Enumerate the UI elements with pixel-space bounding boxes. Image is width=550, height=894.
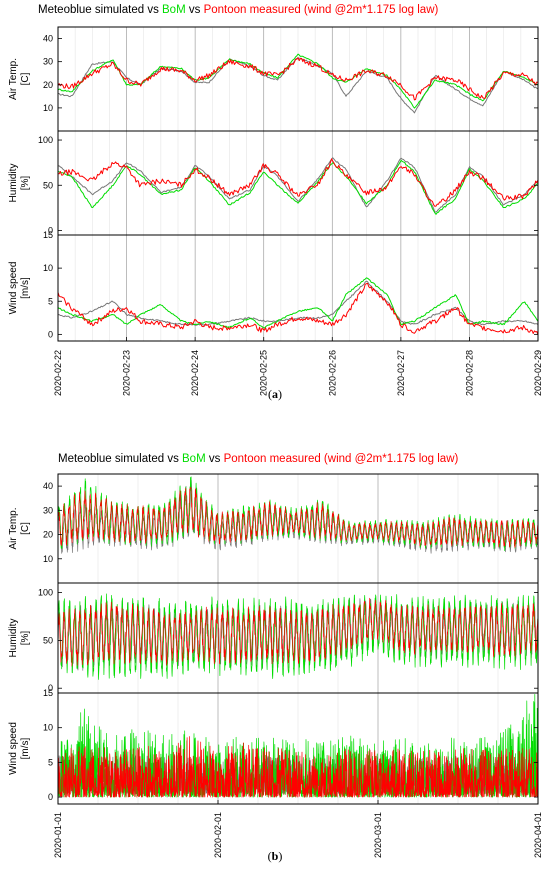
series-line — [57, 57, 539, 101]
panel-2: 0 5 10 15 Wind speed [m/s] — [8, 230, 539, 342]
panel-1: 0 50 100 Humidity [%] — [8, 130, 539, 236]
y-axis-label: [m/s] — [20, 737, 31, 759]
y-tick-label: 10 — [43, 554, 53, 564]
title-part: Meteoblue simulated — [38, 4, 144, 16]
y-tick-label: 40 — [43, 481, 53, 491]
x-tick-label: 2020-02-01 — [213, 812, 223, 858]
caption-letter: a — [272, 387, 278, 401]
series-line — [57, 736, 539, 798]
title-part: vs — [186, 4, 204, 16]
title-part: vs — [144, 4, 162, 16]
series-line — [58, 157, 539, 213]
y-tick-label: 15 — [43, 230, 53, 240]
y-tick-label: 5 — [48, 757, 53, 767]
y-axis-label: [%] — [20, 176, 31, 191]
x-tick-label: 2020-02-22 — [53, 350, 63, 396]
title-part: BoM — [182, 453, 206, 465]
title-part: Meteoblue simulated — [58, 453, 164, 465]
series-line — [57, 277, 539, 329]
y-axis-label: Wind speed — [8, 262, 19, 315]
chart-title: Meteoblue simulated vs BoM vs Pontoon me… — [38, 4, 439, 16]
y-tick-label: 20 — [43, 530, 53, 540]
y-axis-label: [C] — [20, 522, 31, 535]
x-tick-label: 2020-02-24 — [190, 350, 200, 396]
y-axis-label: [%] — [20, 631, 31, 646]
chart-title: Meteoblue simulated vs BoM vs Pontoon me… — [58, 453, 459, 465]
y-tick-label: 50 — [43, 180, 53, 190]
y-tick-label: 50 — [43, 635, 53, 645]
caption-paren: ) — [278, 387, 282, 401]
y-axis-label: [C] — [20, 72, 31, 85]
y-tick-label: 10 — [43, 723, 53, 733]
y-tick-label: 20 — [43, 80, 53, 90]
caption-paren: ( — [268, 387, 272, 401]
caption-paren: ) — [278, 849, 282, 863]
x-tick-label: 2020-02-26 — [327, 350, 337, 396]
series-line — [57, 282, 539, 336]
series-line — [58, 158, 539, 207]
x-tick-label: 2020-02-28 — [464, 350, 474, 396]
title-part: Pontoon measured (wind @2m*1.175 log law… — [204, 4, 439, 16]
x-tick-label: 2020-04-01 — [533, 812, 543, 858]
y-axis-label: [m/s] — [20, 277, 31, 299]
title-part: BoM — [162, 4, 186, 16]
caption-paren: ( — [268, 849, 272, 863]
x-tick-label: 2020-01-01 — [53, 812, 63, 858]
y-axis-label: Air Temp. — [8, 507, 19, 549]
y-tick-label: 5 — [48, 296, 53, 306]
series-line — [57, 597, 539, 667]
panel-1: 0 50 100 Humidity [%] — [8, 582, 539, 694]
figure-caption: (a) — [268, 387, 282, 401]
y-tick-label: 0 — [48, 792, 53, 802]
title-part: vs — [206, 453, 224, 465]
x-tick-label: 2020-02-29 — [533, 350, 543, 396]
series-line — [57, 486, 539, 548]
x-tick-label: 2020-02-25 — [259, 350, 269, 396]
panel-0: 10 20 30 40 Air Temp. [C] — [8, 473, 539, 584]
y-tick-label: 0 — [48, 329, 53, 339]
caption-letter: b — [272, 849, 279, 863]
y-axis-label: Wind speed — [8, 722, 19, 775]
panel-frame — [57, 234, 539, 342]
y-axis-label: Humidity — [8, 619, 19, 658]
x-tick-label: 2020-02-23 — [122, 350, 132, 396]
y-axis-label: Humidity — [8, 164, 19, 203]
y-tick-label: 0 — [48, 683, 53, 693]
panel-2: 0 5 10 15 Wind speed [m/s] — [8, 688, 539, 805]
title-part: vs — [164, 453, 182, 465]
series-line — [58, 159, 539, 215]
x-tick-label: 2020-02-27 — [396, 350, 406, 396]
y-tick-label: 100 — [38, 588, 53, 598]
panel-frame — [57, 692, 539, 805]
y-tick-label: 10 — [43, 263, 53, 273]
title-part: Pontoon measured (wind @2m*1.175 log law… — [224, 453, 459, 465]
y-tick-label: 15 — [43, 688, 53, 698]
y-tick-label: 10 — [43, 103, 53, 113]
chart-a: Meteoblue simulated vs BoM vs Pontoon me… — [8, 4, 543, 401]
y-tick-label: 30 — [43, 57, 53, 67]
y-tick-label: 0 — [48, 225, 53, 235]
y-axis-label: Air Temp. — [8, 58, 19, 100]
y-tick-label: 100 — [38, 135, 53, 145]
x-tick-label: 2020-03-01 — [373, 812, 383, 858]
y-tick-label: 40 — [43, 34, 53, 44]
y-tick-label: 30 — [43, 505, 53, 515]
figure-caption: (b) — [268, 849, 283, 863]
panel-0: 10 20 30 40 Air Temp. [C] — [8, 26, 539, 132]
chart-b: Meteoblue simulated vs BoM vs Pontoon me… — [8, 453, 543, 863]
